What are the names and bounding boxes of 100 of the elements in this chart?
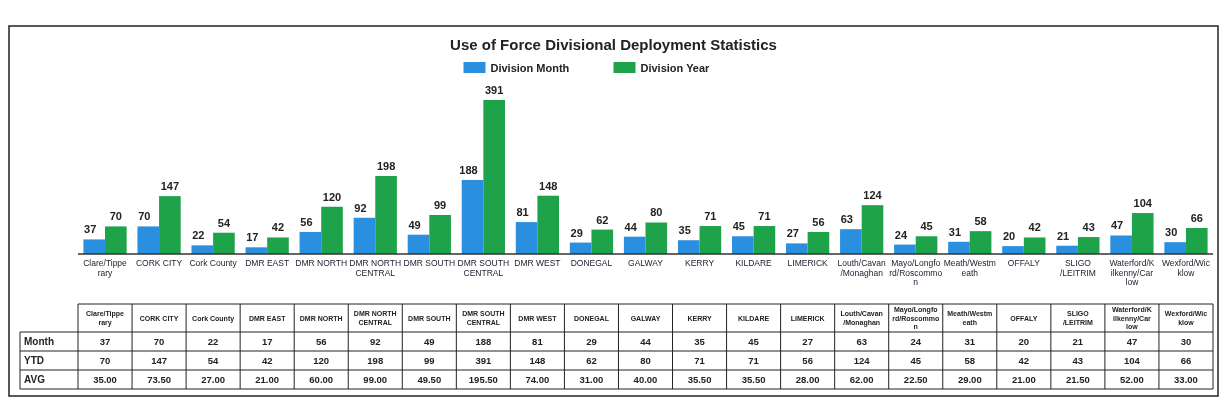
data-label: 56 [802, 355, 813, 366]
bar [213, 232, 235, 254]
data-label: 80 [640, 355, 651, 366]
annotation: 148 [539, 179, 558, 192]
bar [699, 226, 722, 254]
data-label: 148 [529, 355, 546, 366]
data-label: 45 [910, 355, 922, 366]
annotation: 99 [433, 199, 447, 212]
annotation: 71 [758, 210, 771, 223]
annotation: 49 [408, 218, 421, 231]
text: 195.50 [468, 374, 498, 385]
text: 33.00 [1174, 374, 1198, 385]
bar [353, 217, 376, 254]
bar [461, 179, 484, 254]
bar [429, 215, 451, 254]
bar [731, 236, 754, 254]
annotation: 58 [974, 215, 987, 228]
text: 62.00 [849, 374, 874, 385]
bar [191, 245, 214, 254]
bar [807, 231, 830, 254]
annotation: 20 [1002, 230, 1016, 243]
bar [1023, 237, 1046, 254]
x-tick-label: Wexford/Wicklow [1161, 258, 1211, 278]
bar [105, 226, 127, 254]
text: 35.50 [741, 374, 766, 385]
x-tick-label: DMR NORTH [295, 258, 348, 268]
data-label: 30 [1180, 336, 1192, 347]
annotation: 147 [160, 180, 180, 193]
data-label: 45 [748, 336, 760, 347]
annotation: 70 [109, 210, 122, 223]
annotation: 29 [570, 226, 583, 239]
bar [407, 234, 430, 254]
bar [483, 100, 505, 254]
bar [623, 236, 646, 254]
data-label: 22 [207, 336, 219, 347]
data-label: 120 [313, 355, 330, 366]
text: 52.00 [1120, 374, 1144, 385]
data-label: 49 [424, 336, 435, 347]
x-tick-label: DMR SOUTH CENTRAL [457, 258, 510, 278]
annotation: 66 [1190, 212, 1203, 225]
x-tick-label: OFFALY [1007, 258, 1041, 268]
text: AVG [24, 374, 46, 385]
data-label: 24 [910, 336, 922, 347]
data-label: 198 [367, 355, 384, 366]
text: 99.00 [363, 374, 388, 385]
data-label: 27 [802, 336, 813, 347]
data-label: 71 [748, 355, 760, 366]
chart-title: Use of Force Divisional Deployment Statistics [450, 36, 777, 53]
text: 60.00 [309, 374, 334, 385]
bar [840, 229, 862, 254]
text: 73.50 [147, 374, 171, 385]
bar [267, 237, 289, 254]
text: 21.00 [255, 374, 280, 385]
data-label: 17 [261, 336, 273, 347]
text: 28.00 [795, 374, 820, 385]
data-label: 56 [315, 336, 327, 347]
data-label: 81 [532, 336, 544, 347]
bar [591, 229, 614, 254]
annotation: 44 [624, 220, 638, 233]
x-tick-label: KILDARE [735, 258, 773, 268]
text: 35.00 [93, 374, 117, 385]
annotation: 81 [516, 206, 529, 219]
data-label: 147 [151, 355, 167, 366]
data-label: 66 [1180, 355, 1192, 366]
x-tick-label: GALWAY [628, 258, 664, 268]
x-tick-label: DMR EAST [245, 258, 290, 268]
data-label: 21 [1072, 336, 1084, 347]
annotation: 92 [354, 201, 367, 214]
annotation: 17 [246, 231, 259, 244]
annotation: 42 [271, 221, 285, 234]
data-label: 47 [1126, 336, 1138, 347]
x-tick-label: DMR NORTH CENTRAL [349, 258, 402, 278]
data-label: 92 [369, 336, 381, 347]
annotation: 45 [732, 220, 745, 233]
legend-label: Division Year [640, 62, 711, 74]
bar [1131, 213, 1154, 254]
annotation: 31 [948, 225, 962, 238]
legend-label: Division Month [490, 62, 570, 74]
x-tick-label: SLIGO /LEITRIM [1059, 258, 1096, 278]
x-tick-label: Waterford/Kilkenny/Carlow [1109, 258, 1155, 287]
bar [969, 231, 992, 254]
bar [915, 236, 938, 254]
data-label: 44 [640, 336, 652, 347]
bar [299, 231, 322, 254]
x-tick-label: CORK CITY [135, 258, 183, 268]
annotation: 188 [459, 163, 478, 176]
text: 391 [484, 84, 504, 96]
bar [1110, 235, 1132, 254]
annotation: 21 [1056, 229, 1070, 242]
annotation: 54 [217, 216, 231, 229]
x-tick-label: DMR WEST [514, 258, 561, 268]
bar [1185, 228, 1208, 254]
data-label: 391 [475, 355, 492, 366]
bar [645, 222, 668, 254]
text: 22.50 [903, 374, 928, 385]
x-tick-label: Cork County [189, 258, 238, 268]
data-label: 70 [153, 336, 165, 347]
data-label: 20 [1018, 336, 1030, 347]
data-label: 29 [586, 336, 597, 347]
bar [1164, 242, 1186, 254]
